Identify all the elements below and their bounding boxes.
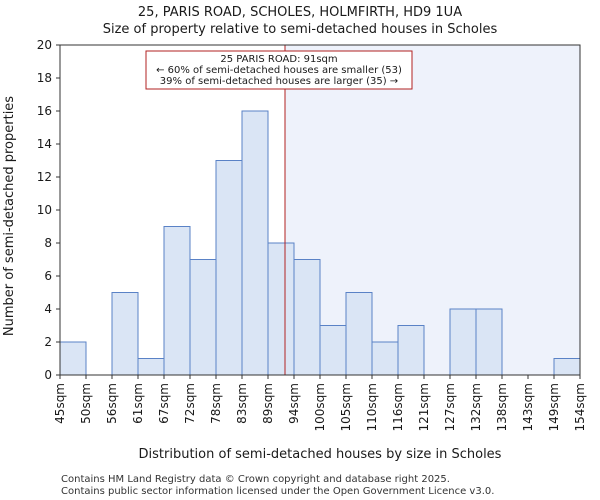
x-axis-label: Distribution of semi-detached houses by … xyxy=(139,447,502,462)
y-tick-label: 14 xyxy=(37,137,52,151)
bar-83sqm xyxy=(241,110,269,376)
bar-100sqm xyxy=(319,325,347,376)
x-tick-label-154sqm: 154sqm xyxy=(573,383,587,431)
x-axis: 45sqm 50sqm 56sqm 61sqm 67sqm 72sqm 78sqm 83sqm… xyxy=(53,375,587,431)
footer-line2: Contains public sector information licen… xyxy=(61,486,494,497)
y-tick-label: 16 xyxy=(37,104,52,118)
y-tick-label: 18 xyxy=(37,71,52,85)
x-tick-label-143sqm: 143sqm xyxy=(521,383,535,431)
y-tick-label: 2 xyxy=(44,335,52,349)
y-tick-label: 0 xyxy=(44,368,52,382)
x-tick-label-132sqm: 132sqm xyxy=(469,383,483,431)
x-tick-label-138sqm: 138sqm xyxy=(495,383,509,431)
bar-94sqm xyxy=(293,259,321,376)
x-tick-label-127sqm: 127sqm xyxy=(443,383,457,431)
x-tick-label-89sqm: 89sqm xyxy=(261,383,275,424)
annotation-frame xyxy=(145,50,413,90)
bars-layer xyxy=(59,110,581,376)
bar-67sqm xyxy=(163,226,191,376)
x-tick-label-83sqm: 83sqm xyxy=(235,383,249,424)
x-tick-label-100sqm: 100sqm xyxy=(313,383,327,431)
x-tick-label-61sqm: 61sqm xyxy=(131,383,145,424)
chart-title-line1: 25, PARIS ROAD, SCHOLES, HOLMFIRTH, HD9 … xyxy=(138,5,462,20)
bar-89sqm xyxy=(267,242,295,376)
annotation-box: 25 PARIS ROAD: 91sqm ← 60% of semi-detac… xyxy=(145,50,413,90)
bar-78sqm xyxy=(215,160,243,376)
y-tick-label: 20 xyxy=(37,38,52,52)
x-tick-label-72sqm: 72sqm xyxy=(183,383,197,424)
chart-title-line2: Size of property relative to semi-detach… xyxy=(103,22,498,37)
x-tick-label-50sqm: 50sqm xyxy=(79,383,93,424)
x-tick-label-56sqm: 56sqm xyxy=(105,383,119,424)
bar-61sqm xyxy=(137,358,165,376)
bar-110sqm xyxy=(371,341,399,376)
x-tick-label-45sqm: 45sqm xyxy=(53,383,67,424)
bar-45sqm xyxy=(59,341,87,376)
y-tick-label: 6 xyxy=(44,269,52,283)
larger-properties-shade xyxy=(285,45,580,375)
x-tick-label-149sqm: 149sqm xyxy=(547,383,561,431)
annotation-line3: 39% of semi-detached houses are larger (… xyxy=(160,76,398,87)
x-tick-label-105sqm: 105sqm xyxy=(339,383,353,431)
annotation-line2: ← 60% of semi-detached houses are smalle… xyxy=(156,65,402,76)
x-tick-label-121sqm: 121sqm xyxy=(417,383,431,431)
y-tick-label: 10 xyxy=(37,203,52,217)
bar-149sqm xyxy=(553,358,581,376)
y-tick-label: 12 xyxy=(37,170,52,184)
bar-132sqm xyxy=(475,308,503,376)
x-tick-label-110sqm: 110sqm xyxy=(365,383,379,431)
bar-72sqm xyxy=(189,259,217,376)
bar-105sqm xyxy=(345,292,373,376)
y-tick-label: 4 xyxy=(44,302,52,316)
annotation-line1: 25 PARIS ROAD: 91sqm xyxy=(220,54,337,65)
x-tick-label-94sqm: 94sqm xyxy=(287,383,301,424)
x-tick-label-116sqm: 116sqm xyxy=(391,383,405,431)
y-tick-label: 8 xyxy=(44,236,52,250)
y-axis: 0 2 4 6 8 10 12 14 16 18 20 xyxy=(37,38,60,382)
plot-area: 0 2 4 6 8 10 12 14 16 18 20 45sqm 50sqm 56sqm 61sqm 67… xyxy=(37,38,587,431)
y-axis-label: Number of semi-detached properties xyxy=(2,96,17,336)
bar-56sqm xyxy=(111,292,139,376)
x-tick-label-67sqm: 67sqm xyxy=(157,383,171,424)
footer-line1: Contains HM Land Registry data © Crown c… xyxy=(61,474,450,485)
bar-127sqm xyxy=(449,308,477,376)
x-tick-label-78sqm: 78sqm xyxy=(209,383,223,424)
bar-116sqm xyxy=(397,325,425,376)
